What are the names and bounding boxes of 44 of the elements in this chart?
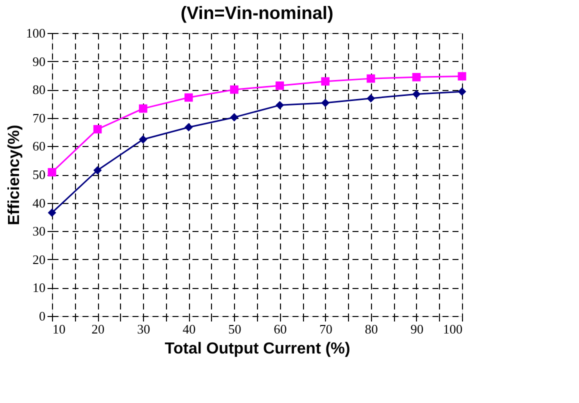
point <box>48 208 56 217</box>
point <box>230 113 238 122</box>
point <box>184 123 193 132</box>
x-tick-label: 10 <box>52 322 66 336</box>
x-tick-label: 30 <box>137 322 150 336</box>
y-tick-label: 90 <box>32 54 46 69</box>
point <box>276 81 284 90</box>
y-tick-label: 60 <box>32 138 46 154</box>
point <box>412 90 421 98</box>
point <box>321 98 330 108</box>
point <box>48 168 56 176</box>
point <box>276 100 284 110</box>
y-tick-label: 20 <box>32 252 46 267</box>
y-tick-label: 10 <box>32 280 46 296</box>
y-tick-label: 100 <box>26 26 46 40</box>
point <box>138 135 148 144</box>
y-tick-label: 50 <box>32 167 46 182</box>
y-tick-label: 40 <box>32 195 46 210</box>
y-tick-label: 0 <box>39 308 46 324</box>
point <box>230 85 238 94</box>
point <box>138 104 148 113</box>
x-axis-title: Total Output Current (%) <box>164 340 350 358</box>
point <box>93 166 102 174</box>
y-tick-label: 80 <box>32 82 46 98</box>
point <box>184 93 193 102</box>
point <box>412 72 421 82</box>
x-tick-label: 50 <box>228 322 242 336</box>
x-tick-label: 40 <box>182 322 196 336</box>
chart-title: (Vin=Vin-nominal) <box>180 3 334 23</box>
x-tick-label: 90 <box>410 322 424 336</box>
y-tick-label: 30 <box>32 224 46 239</box>
x-tick-label: 70 <box>319 322 332 336</box>
point <box>458 87 466 96</box>
point <box>93 125 102 134</box>
y-tick-label: 70 <box>32 110 46 126</box>
y-axis-title: Efficiency(%) <box>6 124 23 226</box>
point <box>321 77 330 86</box>
point <box>458 72 466 80</box>
x-tick-label: 80 <box>364 322 378 336</box>
point <box>366 94 376 103</box>
point <box>366 74 376 83</box>
x-tick-label: 60 <box>274 322 287 336</box>
x-tick-label: 20 <box>92 322 105 336</box>
x-tick-label: 100 <box>443 322 462 336</box>
